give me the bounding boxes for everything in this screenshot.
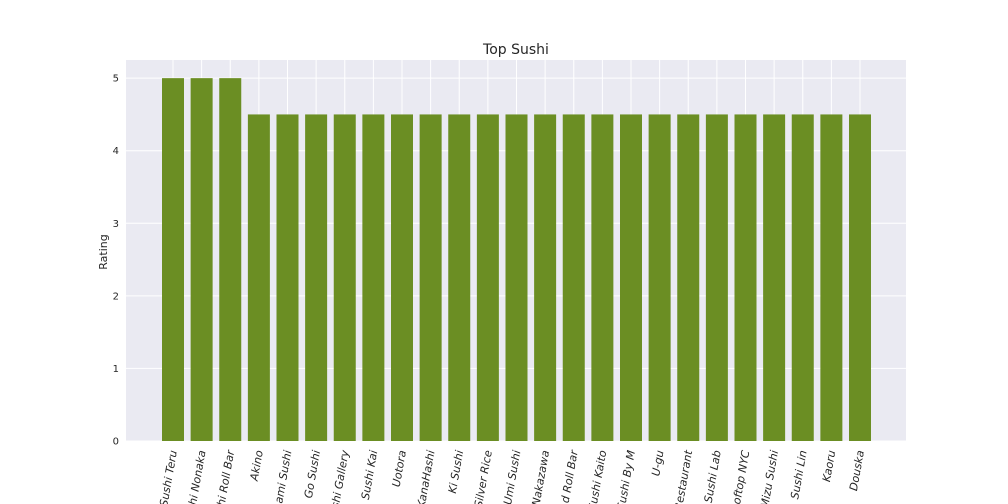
bar xyxy=(562,114,585,441)
y-axis-label: Rating xyxy=(97,234,110,269)
chart-title: Top Sushi xyxy=(482,42,549,58)
bar xyxy=(219,78,242,442)
x-tick-label: Uotora xyxy=(390,449,409,488)
bar xyxy=(734,114,757,441)
bar xyxy=(162,78,184,442)
x-tick-label: Sushi Kai xyxy=(359,449,380,500)
x-tick-label: KanaHashi xyxy=(415,449,438,504)
bar xyxy=(391,114,413,441)
bar xyxy=(276,114,299,441)
x-tick-label: Mizu Sushi xyxy=(758,449,781,504)
bar xyxy=(705,114,728,441)
x-tick-label: Umi Sushi xyxy=(501,449,523,504)
y-tick-label: 5 xyxy=(113,74,119,85)
x-tick-label: Akino xyxy=(248,449,266,483)
bar xyxy=(247,114,270,441)
bar xyxy=(763,114,786,441)
x-tick-label: hi Nonaka xyxy=(186,449,208,504)
y-tick-label: 1 xyxy=(113,364,119,375)
bar xyxy=(505,114,528,441)
x-tick-label: ooftop NYC xyxy=(729,449,753,504)
x-tick-label: d Roll Bar xyxy=(559,448,581,504)
y-tick-label: 3 xyxy=(113,219,119,230)
bar xyxy=(333,114,356,441)
x-tick-label: Sushi Lab xyxy=(702,449,724,504)
x-tick-label: Sushi By M xyxy=(615,449,638,504)
bar xyxy=(190,78,213,442)
bar xyxy=(791,114,814,441)
y-tick-label: 0 xyxy=(113,437,119,448)
bars xyxy=(162,78,871,442)
bar xyxy=(448,114,471,441)
bar xyxy=(620,114,642,441)
bar xyxy=(476,114,499,441)
x-tick-label: Go Sushi xyxy=(302,449,323,499)
x-tick-label: Sushi Lin xyxy=(788,449,809,500)
bar xyxy=(305,114,328,441)
x-tick-label: ami Sushi xyxy=(272,449,294,504)
bar xyxy=(362,114,385,441)
bar xyxy=(677,114,700,441)
x-tick-label: Silver Rice xyxy=(472,449,495,504)
bar xyxy=(648,114,671,441)
x-tick-label: Sushi Teru xyxy=(157,449,180,504)
bar xyxy=(419,114,442,441)
x-tick-label: Ki Sushi xyxy=(446,449,466,494)
x-tick-label: Douska xyxy=(847,449,867,492)
y-axis-ticks: 0 1 2 3 4 5 xyxy=(113,74,119,448)
x-tick-label: Restaurant xyxy=(672,449,695,504)
bar xyxy=(591,114,614,441)
bar xyxy=(849,114,871,441)
y-tick-label: 2 xyxy=(113,291,119,302)
y-tick-label: 4 xyxy=(113,146,119,157)
x-tick-label: hi Roll Bar xyxy=(215,448,238,504)
x-axis-ticks: Sushi Teru hi Nonaka hi Roll Bar Akino ami S… xyxy=(157,448,867,504)
x-tick-label: Sushi Kaito xyxy=(586,449,609,504)
bar xyxy=(534,114,557,441)
x-tick-label: Nakazawa xyxy=(529,449,552,504)
x-tick-label: shi Gallery xyxy=(329,449,352,504)
bar xyxy=(820,114,843,441)
x-tick-label: U-gu xyxy=(649,449,666,477)
x-tick-label: Kaoru xyxy=(820,449,838,483)
